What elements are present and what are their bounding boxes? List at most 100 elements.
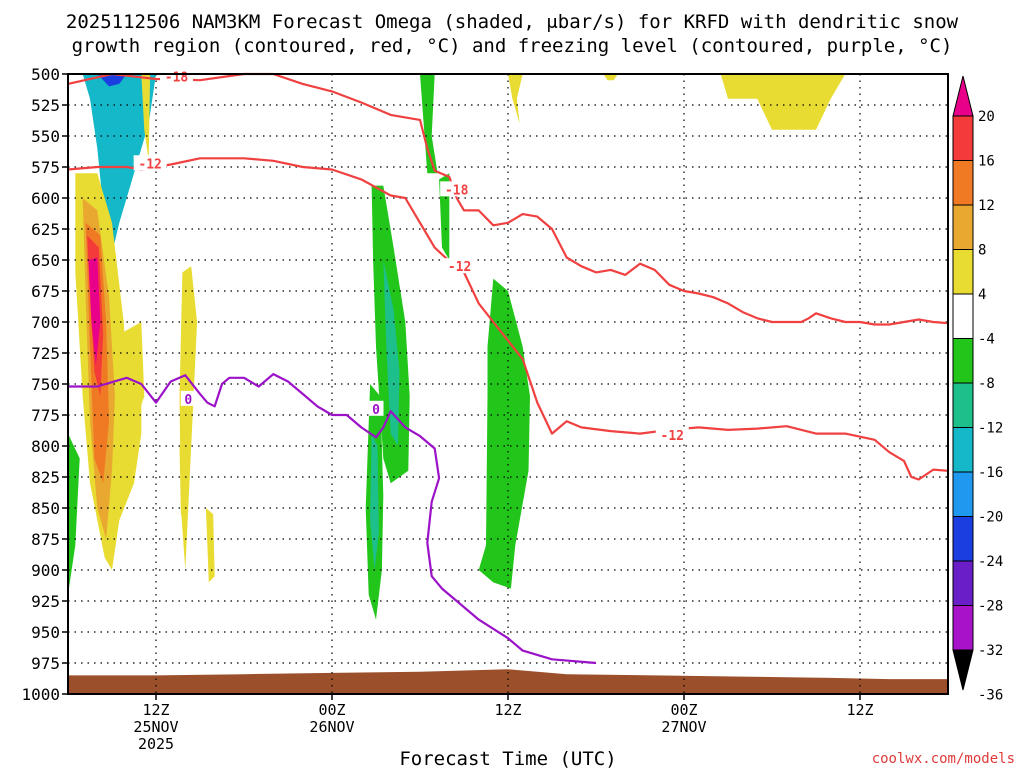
ytick-label-700: 700 (31, 313, 60, 332)
contour-label-bg-1 (133, 155, 167, 171)
positive-omega-magenta-650 (88, 257, 101, 366)
credit-text: coolwx.com/models (872, 751, 1015, 767)
upward-omega-darkblue-500 (97, 74, 127, 87)
contour-1 (67, 157, 949, 481)
xtick-label-30-0: 12Z (494, 701, 521, 719)
surface-terrain (68, 669, 948, 694)
upward-omega-green-500 (420, 74, 438, 174)
xtick-label-42-0: 00Z (670, 701, 697, 719)
xtick-label-54-0: 12Z (846, 701, 873, 719)
contour-label-bg-5 (180, 390, 196, 406)
ytick-label-650: 650 (31, 251, 60, 270)
contour-label-bg-3 (443, 258, 477, 274)
ytick-label-600: 600 (31, 189, 60, 208)
colorbar: 20 16 12 8 4 -4 -8 -12 -16 -20 -24 -28 -32 -36 (952, 75, 1003, 704)
xtick-label-18-0: 00Z (318, 701, 345, 719)
colorbar-label-12: -32 (978, 643, 1003, 659)
ytick-label-950: 950 (31, 623, 60, 642)
upward-omega-teal-lower (370, 433, 379, 570)
ytick-label-925: 925 (31, 592, 60, 611)
ytick-label-850: 850 (31, 499, 60, 518)
colorbar-label-0: 20 (978, 109, 995, 125)
colorbar-seg-1 (952, 160, 974, 206)
colorbar-seg-6 (952, 382, 974, 428)
ytick-label-875: 875 (31, 530, 60, 549)
ytick-label-825: 825 (31, 468, 60, 487)
colorbar-label-6: -8 (978, 376, 995, 392)
colorbar-label-9: -20 (978, 510, 1003, 526)
xtick-label-18-1: 26NOV (309, 718, 354, 736)
ytick-label-975: 975 (31, 654, 60, 673)
upward-omega-teal-mid (383, 260, 400, 446)
colorbar-label-5: -4 (978, 332, 995, 348)
ytick-label-1000: 1000 (21, 685, 60, 704)
chart-title-line1: 2025112506 NAM3KM Forecast Omega (shaded… (66, 11, 959, 33)
y-axis-ticks: 500 525 550 575 600 625 650 675 700 725 750 775 800 8… (21, 65, 68, 704)
contour-label-1: -12 (138, 157, 161, 172)
ytick-label-500: 500 (31, 65, 60, 84)
colorbar-seg-10 (952, 560, 974, 606)
colorbar-top-arrow (952, 75, 974, 117)
contour-label-2: -18 (445, 183, 469, 198)
contour-label-0: -18 (165, 70, 189, 85)
ytick-label-725: 725 (31, 344, 60, 363)
positive-omega-yellow-800 (179, 446, 187, 521)
xtick-label-6-1: 25NOV (133, 718, 178, 736)
colorbar-label-8: -16 (978, 465, 1003, 481)
xtick-label-6-0: 12Z (142, 701, 169, 719)
ytick-label-550: 550 (31, 127, 60, 146)
chart-title-line2: growth region (contoured, red, °C) and f… (72, 35, 953, 57)
upward-omega-cyan-500 (82, 74, 156, 254)
colorbar-seg-4 (952, 293, 974, 339)
ytick-label-575: 575 (31, 158, 60, 177)
xtick-label-6-2: 2025 (138, 735, 174, 753)
colorbar-label-2: 12 (978, 198, 995, 214)
upward-omega-green-left (68, 433, 80, 595)
colorbar-label-11: -28 (978, 599, 1003, 615)
contour-label-5: 0 (184, 393, 192, 408)
colorbar-bottom-arrow (952, 649, 974, 691)
colorbar-seg-3 (952, 249, 974, 295)
colorbar-label-10: -24 (978, 554, 1003, 570)
colorbar-seg-7 (952, 427, 974, 473)
omega-shading-layer (68, 74, 846, 620)
contour-label-bg-4 (655, 426, 689, 442)
contour-2 (68, 373, 597, 665)
colorbar-seg-8 (952, 471, 974, 517)
upward-omega-green-right (478, 278, 530, 589)
ytick-label-675: 675 (31, 282, 60, 301)
contour-label-6: 0 (372, 403, 380, 418)
contour-label-3: -12 (448, 260, 471, 275)
contour-label-bg-2 (440, 181, 474, 197)
contour-label-layer: -18 -12 -18 -12 -12 0 0 (133, 68, 689, 444)
colorbar-label-13: -36 (978, 688, 1003, 704)
colorbar-seg-11 (952, 605, 974, 651)
ytick-label-775: 775 (31, 406, 60, 425)
contour-label-bg-6 (368, 400, 384, 416)
colorbar-seg-0 (952, 115, 974, 161)
positive-omega-yellow-top1 (508, 74, 523, 124)
xtick-label-42-1: 27NOV (661, 718, 706, 736)
ytick-label-900: 900 (31, 561, 60, 580)
colorbar-seg-5 (952, 338, 974, 384)
colorbar-seg-9 (952, 516, 974, 562)
contour-label-bg-0 (160, 68, 194, 84)
ytick-label-625: 625 (31, 220, 60, 239)
x-axis-label: Forecast Time (UTC) (399, 748, 616, 768)
colorbar-label-7: -12 (978, 421, 1003, 437)
positive-omega-yellow-850 (205, 508, 215, 583)
terrain-layer (68, 669, 948, 694)
contour-0 (67, 72, 949, 326)
colorbar-seg-2 (952, 204, 974, 250)
ytick-label-525: 525 (31, 96, 60, 115)
positive-omega-yellow-mid (119, 322, 145, 422)
positive-omega-yellow-top2 (720, 74, 846, 130)
contour-label-4: -12 (661, 429, 684, 444)
positive-omega-yellow-500 (141, 74, 151, 161)
positive-omega-yellow-top3 (603, 74, 618, 81)
colorbar-label-1: 16 (978, 154, 995, 170)
ytick-label-800: 800 (31, 437, 60, 456)
contour-layer (67, 72, 949, 665)
